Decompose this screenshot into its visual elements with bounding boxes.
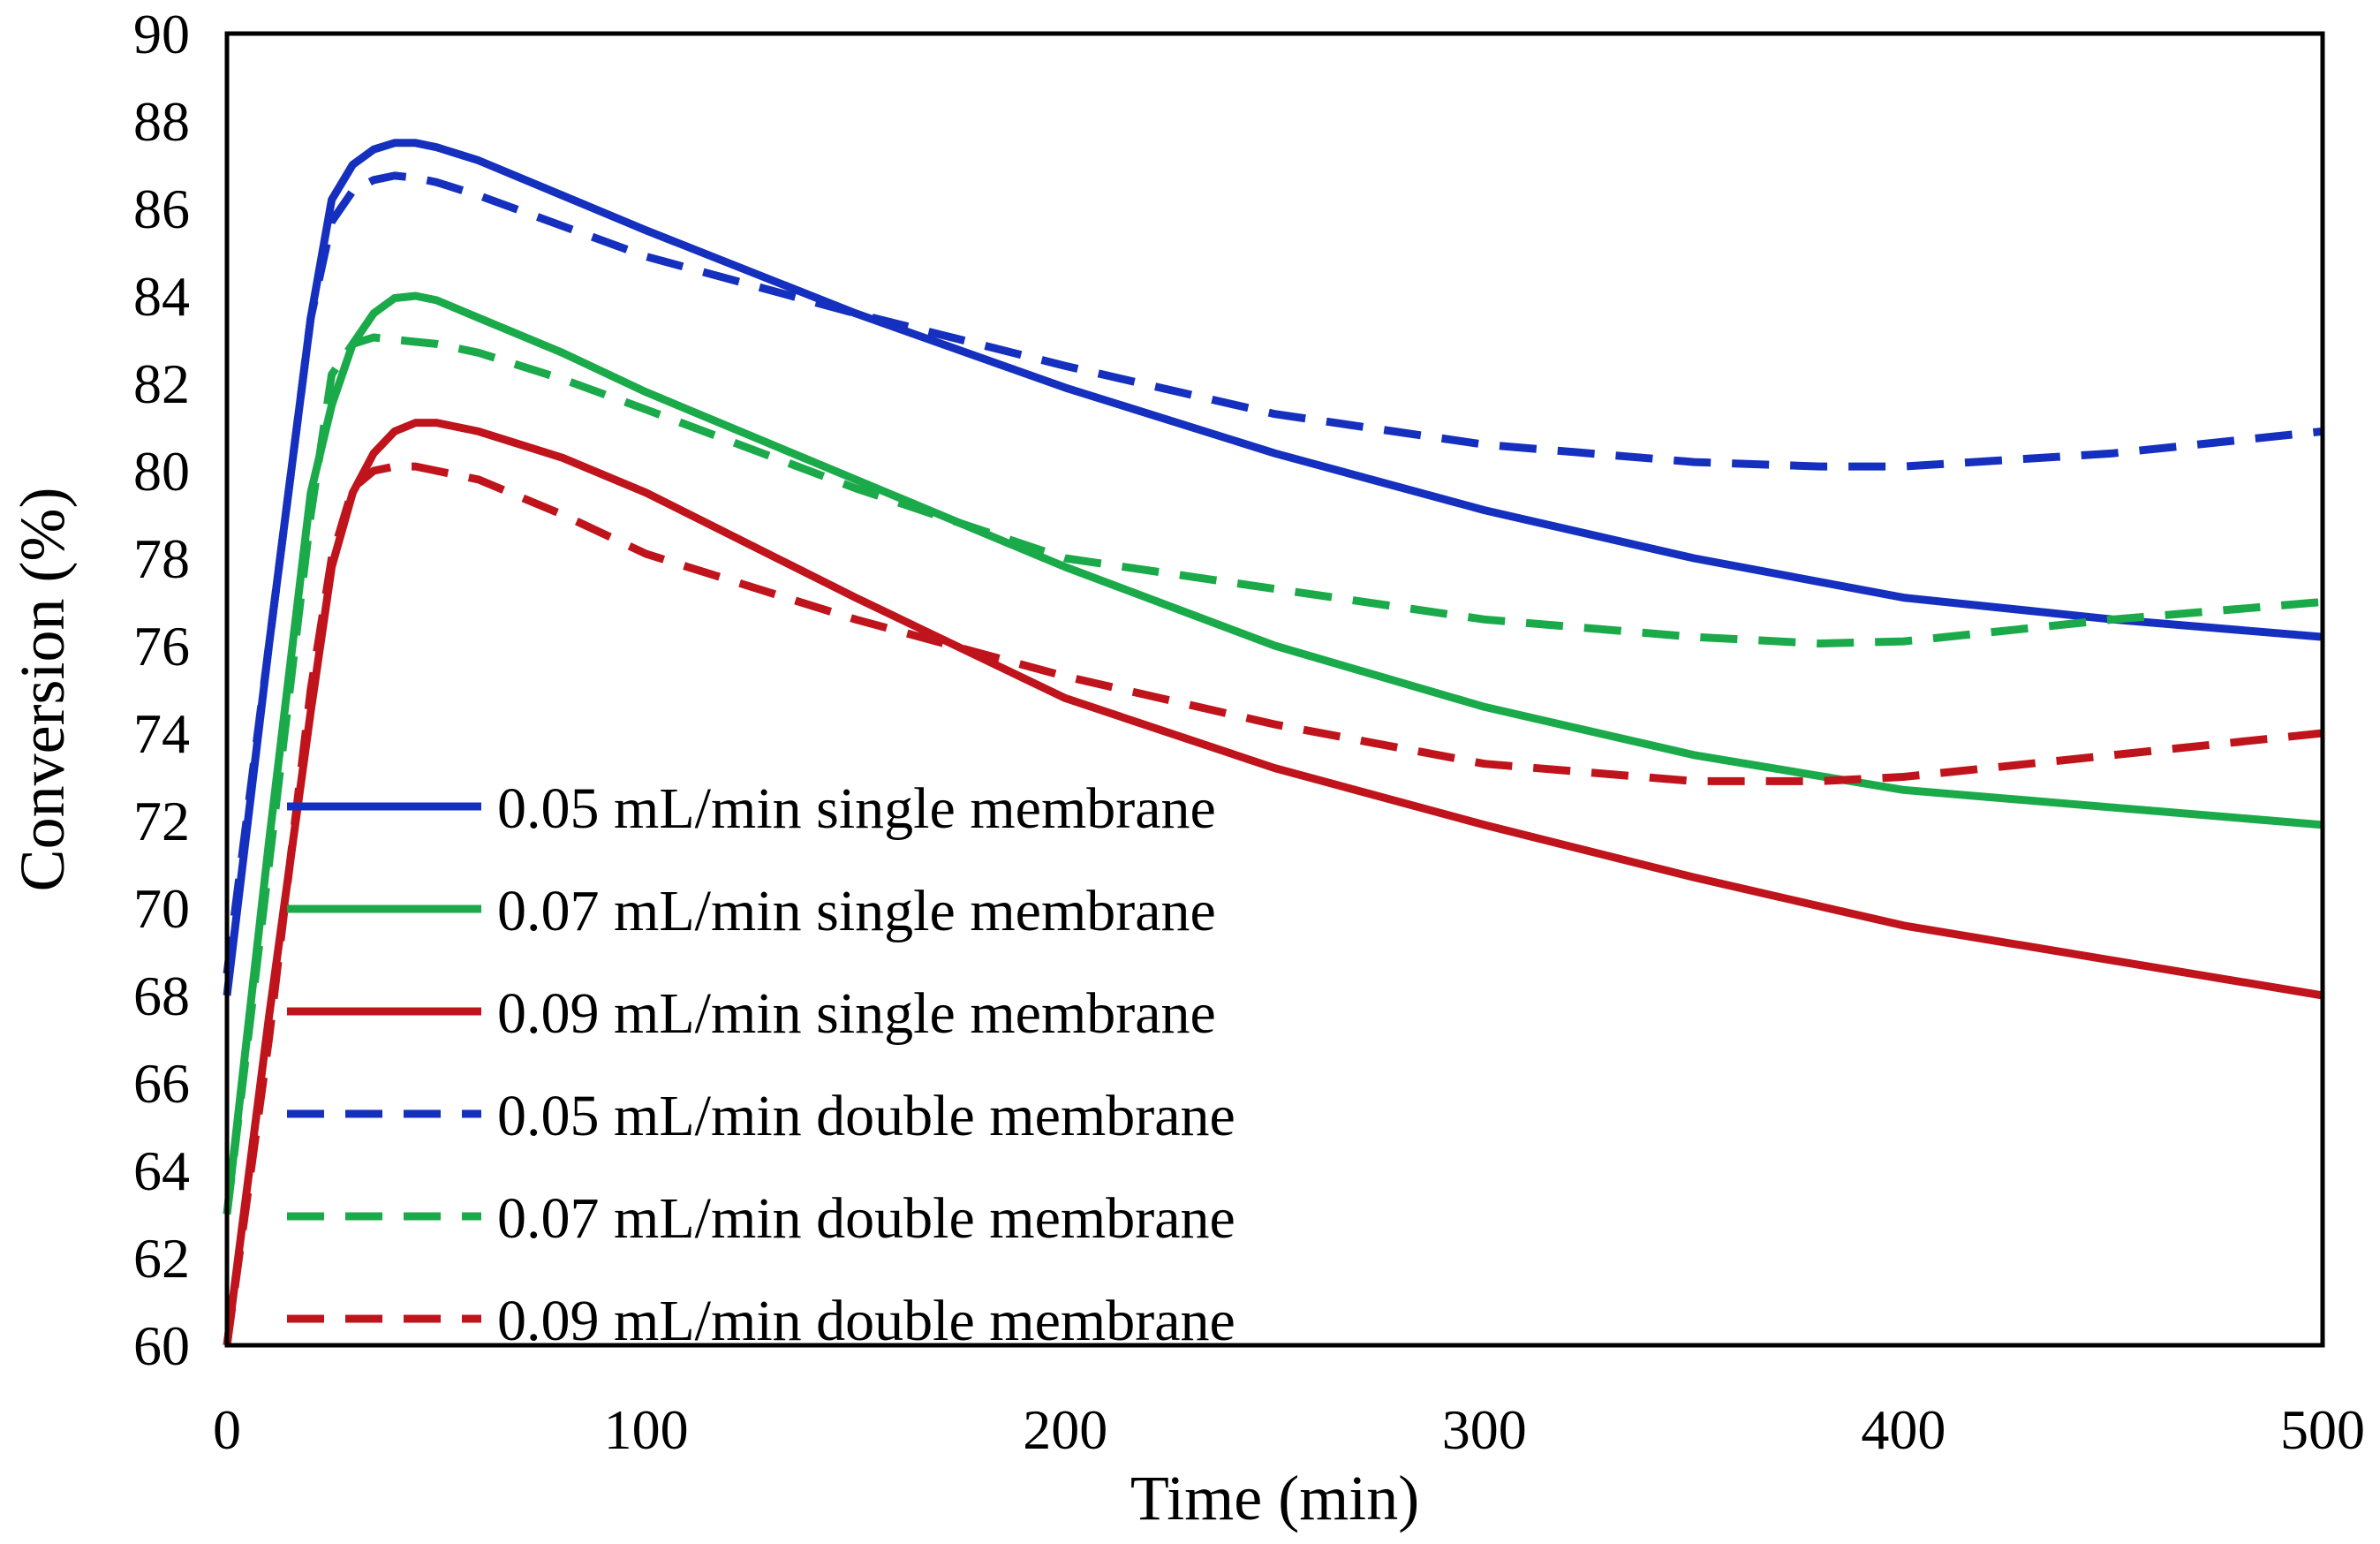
x-tick-label: 100 [604,1398,689,1461]
y-tick-label: 76 [133,615,190,677]
y-tick-label: 86 [133,178,190,240]
legend-label: 0.05 mL/min double membrane [497,1084,1235,1148]
x-tick-label: 200 [1023,1398,1107,1461]
series-line-2 [223,291,2323,1215]
x-tick-label: 300 [1442,1398,1527,1461]
x-tick-label: 400 [1861,1398,1946,1461]
x-axis-ticks: 0 100 200 300 400 500 [213,1398,2365,1461]
x-tick-label: 500 [2280,1398,2365,1461]
y-tick-label: 82 [133,352,190,415]
legend: 0.05 mL/min single membrane 0.07 mL/min s… [287,776,1235,1353]
legend-label: 0.07 mL/min single membrane [497,879,1216,943]
legend-label: 0.09 mL/min double membrane [497,1289,1235,1353]
y-tick-label: 74 [133,702,190,765]
y-tick-label: 70 [133,877,190,940]
y-tick-label: 60 [133,1314,190,1377]
y-tick-label: 80 [133,440,190,503]
y-tick-label: 88 [133,90,190,153]
y-axis-title: Conversion (%) [7,488,78,892]
x-axis-title: Time (min) [1130,1463,1419,1533]
plot-area-frame [224,31,2325,1348]
y-tick-label: 72 [133,790,190,852]
y-tick-label: 90 [133,3,190,65]
series-layer [223,139,2323,1346]
series-line-4 [223,171,2323,974]
series-line-1 [223,139,2323,996]
x-tick-label: 0 [213,1398,241,1461]
legend-label: 0.05 mL/min single membrane [497,776,1216,841]
y-tick-label: 84 [133,265,190,328]
y-axis-ticks: 60 62 64 66 68 70 72 74 76 78 80 82 84 86 88 90 [133,3,190,1377]
y-tick-label: 62 [133,1227,190,1290]
series-line-3 [223,419,2323,1346]
series-line-5 [223,333,2323,1215]
y-tick-label: 66 [133,1052,190,1115]
y-tick-label: 68 [133,965,190,1027]
y-tick-label: 64 [133,1139,190,1202]
legend-label: 0.09 mL/min single membrane [497,981,1216,1046]
y-tick-label: 78 [133,527,190,590]
legend-label: 0.07 mL/min double membrane [497,1186,1235,1251]
series-line-6 [223,462,2323,1346]
